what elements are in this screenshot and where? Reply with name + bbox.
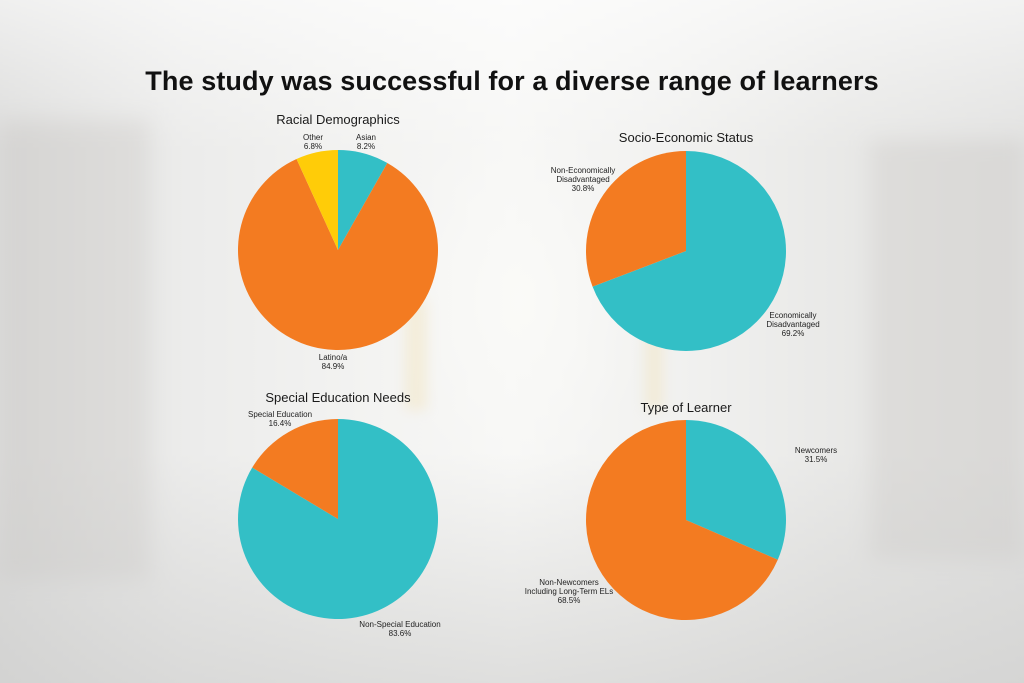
pie-chart-special-education xyxy=(238,419,439,619)
slice-label-non-economically-disadvantaged: Non-Economically Disadvantaged 30.8% xyxy=(550,166,616,193)
pie-slice-economically-disadvantaged xyxy=(592,151,787,351)
slice-label-other: Other 6.8% xyxy=(302,133,324,151)
pie-chart-racial xyxy=(237,150,438,351)
page-title: The study was successful for a diverse r… xyxy=(145,66,879,96)
pie-slice-special-education xyxy=(252,419,338,519)
chart-title-special-education: Special Education Needs xyxy=(265,390,411,405)
pie-chart-type-of-learner xyxy=(586,420,787,620)
pie-slice-non-newcomers-including-long-term-els xyxy=(586,420,778,620)
chart-title-socio-economic: Socio-Economic Status xyxy=(618,130,754,145)
slice-label-non-newcomers: Non-Newcomers Including Long-Term ELs 68.… xyxy=(524,578,614,605)
slice-label-special-education: Special Education 16.4% xyxy=(247,410,313,428)
chart-title-type-of-learner: Type of Learner xyxy=(640,400,732,415)
slice-label-newcomers: Newcomers 31.5% xyxy=(794,446,838,464)
pie-slice-non-economically-disadvantaged xyxy=(586,151,686,287)
pie-slice-non-special-education xyxy=(238,419,439,619)
slice-label-non-special-education: Non-Special Education 83.6% xyxy=(359,620,441,638)
chart-title-racial: Racial Demographics xyxy=(276,112,400,127)
pie-slice-asian xyxy=(338,150,388,250)
slice-label-asian: Asian 8.2% xyxy=(355,133,377,151)
pie-slice-latino-a xyxy=(237,159,438,351)
pie-slice-other xyxy=(296,150,338,250)
slice-label-latino: Latino/a 84.9% xyxy=(318,353,348,371)
slice-label-economically-disadvantaged: Economically Disadvantaged 69.2% xyxy=(766,311,820,338)
pie-chart-socio-economic xyxy=(586,151,787,351)
pie-slice-newcomers xyxy=(686,420,787,560)
